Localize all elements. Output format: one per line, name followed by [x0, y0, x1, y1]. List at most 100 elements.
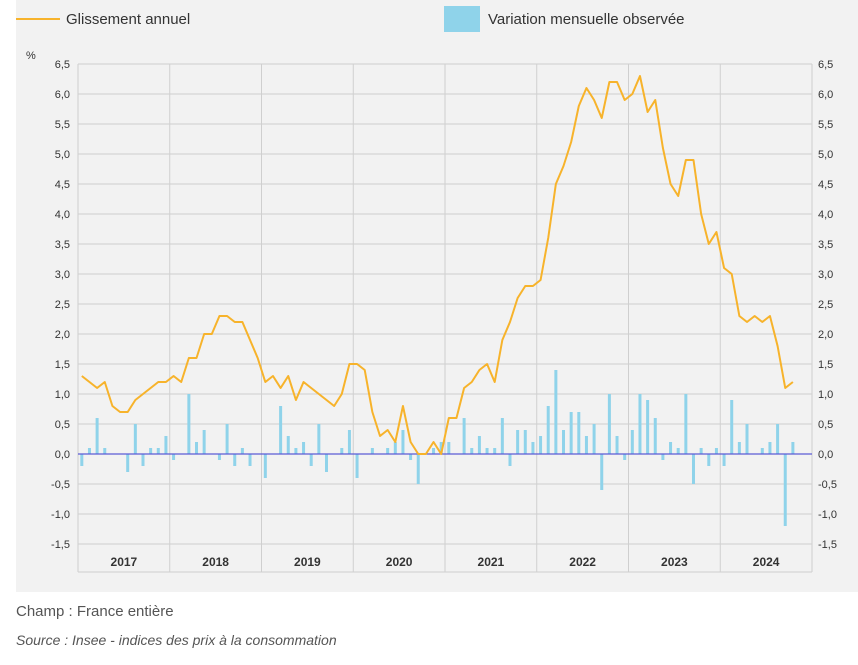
bar [791, 442, 795, 454]
bar [386, 448, 390, 454]
x-year-label: 2020 [386, 555, 413, 569]
bar [462, 418, 466, 454]
bar [638, 394, 642, 454]
bar [225, 424, 229, 454]
x-year-label: 2023 [661, 555, 688, 569]
bar [240, 448, 244, 454]
y-tick-label-right: 0,0 [818, 449, 833, 461]
bar [141, 454, 145, 466]
bar [615, 436, 619, 454]
bar [149, 448, 153, 454]
bar [684, 394, 688, 454]
bar [730, 400, 734, 454]
y-tick-label-right: 4,0 [818, 209, 833, 221]
x-year-label: 2019 [294, 555, 321, 569]
bar [95, 418, 99, 454]
bar [324, 454, 328, 472]
x-year-labels: 2017 2018 2019 2020 2021 2022 2023 2024 [111, 555, 780, 569]
y-tick-label-left: 5,0 [55, 149, 70, 161]
y-tick-label-right: 3,5 [818, 239, 833, 251]
y-tick-label-right: 6,0 [818, 89, 833, 101]
bar [646, 400, 650, 454]
bar [722, 454, 726, 466]
x-year-label: 2024 [753, 555, 780, 569]
y-tick-label-left: 1,5 [55, 359, 70, 371]
bar [233, 454, 237, 466]
bar [294, 448, 298, 454]
y-tick-label-left: 2,5 [55, 299, 70, 311]
bar [699, 448, 703, 454]
bar [531, 442, 535, 454]
bar-series [80, 370, 795, 526]
bar [508, 454, 512, 466]
x-year-label: 2017 [111, 555, 138, 569]
bar [477, 436, 481, 454]
bar [776, 424, 780, 454]
bar [707, 454, 711, 466]
y-tick-label-right: 6,5 [818, 59, 833, 71]
y-tick-label-left: -1,5 [51, 539, 70, 551]
scope-note: Champ : France entière [16, 603, 174, 620]
bar [286, 436, 290, 454]
y-tick-label-right: 2,0 [818, 329, 833, 341]
bar [340, 448, 344, 454]
bar [347, 430, 351, 454]
bar [500, 418, 504, 454]
chart-svg: Glissement annuel Variation mensuelle ob… [16, 6, 837, 573]
bar [202, 430, 206, 454]
bar [317, 424, 321, 454]
bar [691, 454, 695, 484]
bar [768, 442, 772, 454]
bar [516, 430, 520, 454]
y-tick-label-left: 0,5 [55, 419, 70, 431]
x-year-label: 2018 [202, 555, 229, 569]
bar [80, 454, 84, 466]
y-tick-label-left: -0,5 [51, 479, 70, 491]
bar [156, 448, 160, 454]
y-tick-label-right: 1,0 [818, 389, 833, 401]
bar [760, 448, 764, 454]
chart-panel: Glissement annuel Variation mensuelle ob… [16, 0, 858, 592]
bar [263, 454, 267, 478]
bar [623, 454, 627, 460]
bar [714, 448, 718, 454]
y-tick-label-left: 2,0 [55, 329, 70, 341]
y-tick-label-right: 2,5 [818, 299, 833, 311]
bar [133, 424, 137, 454]
bar [584, 436, 588, 454]
y-tick-label-left: 6,5 [55, 59, 70, 71]
legend-bar-label: Variation mensuelle observée [488, 11, 685, 28]
bar [447, 442, 451, 454]
bar [600, 454, 604, 490]
bar [302, 442, 306, 454]
y-tick-label-right: 3,0 [818, 269, 833, 281]
y-ticks-right: 6,5 6,0 5,5 5,0 4,5 4,0 3,5 3,0 2,5 2,0 1,5 1,0 0,5 0… [818, 59, 837, 551]
y-tick-label-right: -1,5 [818, 539, 837, 551]
y-tick-label-right: -0,5 [818, 479, 837, 491]
bar [676, 448, 680, 454]
bar [783, 454, 787, 526]
bar [737, 442, 741, 454]
bar [217, 454, 221, 460]
bar [546, 406, 550, 454]
bar [569, 412, 573, 454]
annual-change-line [81, 75, 794, 455]
y-tick-label-right: 5,0 [818, 149, 833, 161]
bar [416, 454, 420, 484]
source-note: Source : Insee - indices des prix à la c… [16, 632, 337, 648]
y-tick-label-right: 4,5 [818, 179, 833, 191]
y-tick-label-left: 5,5 [55, 119, 70, 131]
bar [409, 454, 413, 460]
bar [653, 418, 657, 454]
y-unit-label: % [26, 50, 36, 62]
bar [470, 448, 474, 454]
y-tick-label-left: 1,0 [55, 389, 70, 401]
x-year-label: 2021 [478, 555, 505, 569]
bar [562, 430, 566, 454]
bar [393, 442, 397, 454]
bar [187, 394, 191, 454]
bar [248, 454, 252, 466]
y-tick-label-right: -1,0 [818, 509, 837, 521]
y-tick-label-left: 6,0 [55, 89, 70, 101]
bar [195, 442, 199, 454]
